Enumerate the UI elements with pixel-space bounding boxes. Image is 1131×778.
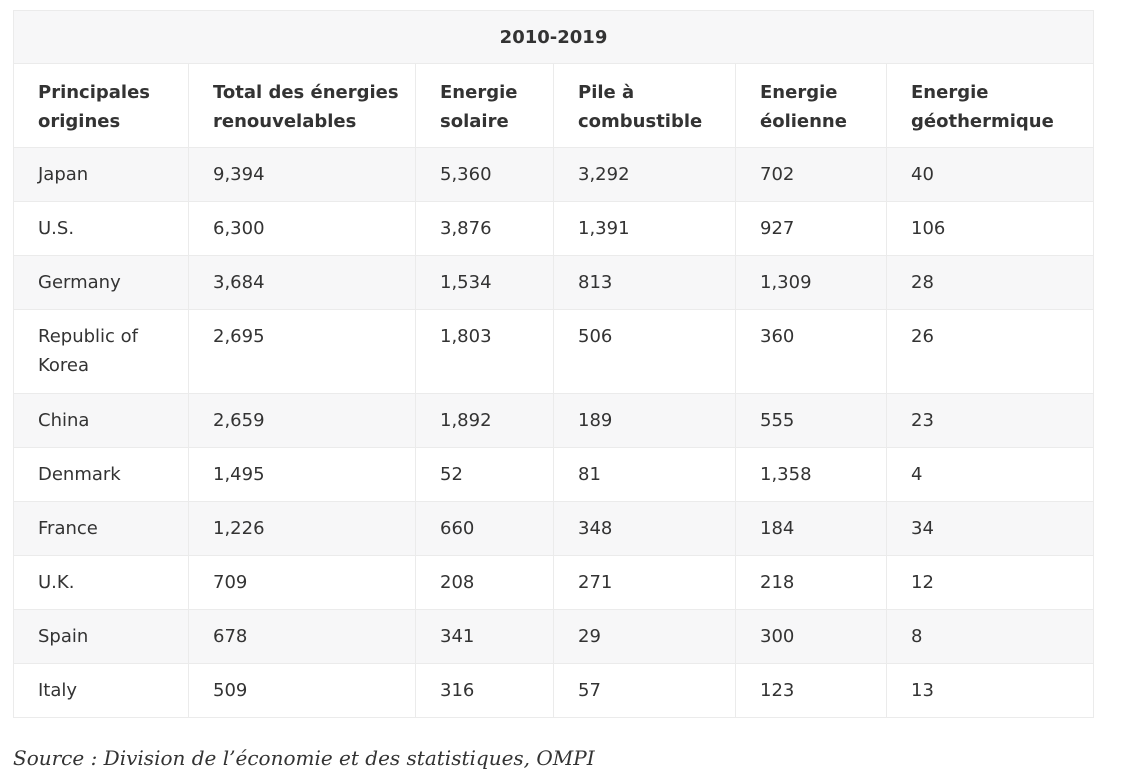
fuel-cell-cell: 271: [553, 555, 736, 610]
solar-cell: 5,360: [415, 147, 554, 202]
table-row: U.S. 6,300 3,876 1,391 927 106: [13, 201, 1095, 256]
data-table-container: 2010-2019 Principales origines Total des…: [12, 10, 1095, 718]
wind-cell: 184: [735, 501, 887, 556]
table-row: Spain 678 341 29 300 8: [13, 609, 1095, 664]
column-header-fuel-cell: Pile à combustible: [553, 63, 736, 148]
table-row: Italy 509 316 57 123 13: [13, 663, 1095, 718]
fuel-cell-cell: 81: [553, 447, 736, 502]
country-cell: Republic of Korea: [13, 309, 189, 394]
geothermal-cell: 23: [885, 393, 1095, 448]
total-cell: 678: [188, 609, 416, 664]
period-header: 2010-2019: [12, 10, 1095, 64]
table-row: Republic of Korea 2,695 1,803 506 360 26: [13, 309, 1095, 394]
total-cell: 2,695: [188, 309, 416, 394]
solar-cell: 1,892: [415, 393, 554, 448]
solar-cell: 316: [415, 663, 554, 718]
table-row: Denmark 1,495 52 81 1,358 4: [13, 447, 1095, 502]
total-cell: 2,659: [188, 393, 416, 448]
country-cell: Spain: [13, 609, 189, 664]
wind-cell: 1,358: [735, 447, 887, 502]
column-header-geothermal: Energie géothermique: [885, 63, 1095, 148]
geothermal-cell: 13: [885, 663, 1095, 718]
column-header-solar: Energie solaire: [415, 63, 554, 148]
solar-cell: 52: [415, 447, 554, 502]
total-cell: 3,684: [188, 255, 416, 310]
wind-cell: 927: [735, 201, 887, 256]
country-cell: China: [13, 393, 189, 448]
solar-cell: 341: [415, 609, 554, 664]
total-cell: 509: [188, 663, 416, 718]
country-cell: U.S.: [13, 201, 189, 256]
solar-cell: 660: [415, 501, 554, 556]
wind-cell: 555: [735, 393, 887, 448]
country-cell: France: [13, 501, 189, 556]
solar-cell: 1,534: [415, 255, 554, 310]
fuel-cell-cell: 348: [553, 501, 736, 556]
fuel-cell-cell: 3,292: [553, 147, 736, 202]
wind-cell: 218: [735, 555, 887, 610]
wind-cell: 1,309: [735, 255, 887, 310]
fuel-cell-cell: 29: [553, 609, 736, 664]
table-row: Japan 9,394 5,360 3,292 702 40: [13, 147, 1095, 202]
total-cell: 1,226: [188, 501, 416, 556]
total-cell: 1,495: [188, 447, 416, 502]
geothermal-cell: 40: [885, 147, 1095, 202]
solar-cell: 1,803: [415, 309, 554, 394]
total-cell: 9,394: [188, 147, 416, 202]
solar-cell: 208: [415, 555, 554, 610]
geothermal-cell: 34: [885, 501, 1095, 556]
wind-cell: 360: [735, 309, 887, 394]
renewable-energy-table: 2010-2019 Principales origines Total des…: [12, 10, 1095, 718]
fuel-cell-cell: 1,391: [553, 201, 736, 256]
geothermal-cell: 26: [885, 309, 1095, 394]
geothermal-cell: 4: [885, 447, 1095, 502]
country-cell: Denmark: [13, 447, 189, 502]
total-cell: 6,300: [188, 201, 416, 256]
solar-cell: 3,876: [415, 201, 554, 256]
wind-cell: 702: [735, 147, 887, 202]
fuel-cell-cell: 189: [553, 393, 736, 448]
wind-cell: 123: [735, 663, 887, 718]
column-header-row: Principales origines Total des énergies …: [13, 63, 1095, 148]
country-cell: Germany: [13, 255, 189, 310]
geothermal-cell: 12: [885, 555, 1095, 610]
geothermal-cell: 28: [885, 255, 1095, 310]
total-cell: 709: [188, 555, 416, 610]
column-header-origins: Principales origines: [13, 63, 189, 148]
table-row: China 2,659 1,892 189 555 23: [13, 393, 1095, 448]
period-header-row: 2010-2019: [12, 10, 1095, 64]
geothermal-cell: 106: [885, 201, 1095, 256]
table-row: U.K. 709 208 271 218 12: [13, 555, 1095, 610]
fuel-cell-cell: 813: [553, 255, 736, 310]
geothermal-cell: 8: [885, 609, 1095, 664]
column-header-total: Total des énergies renouvelables: [188, 63, 416, 148]
country-cell: Japan: [13, 147, 189, 202]
country-cell: U.K.: [13, 555, 189, 610]
column-header-wind: Energie éolienne: [735, 63, 887, 148]
table-row: Germany 3,684 1,534 813 1,309 28: [13, 255, 1095, 310]
table-row: France 1,226 660 348 184 34: [13, 501, 1095, 556]
country-cell: Italy: [13, 663, 189, 718]
fuel-cell-cell: 57: [553, 663, 736, 718]
fuel-cell-cell: 506: [553, 309, 736, 394]
wind-cell: 300: [735, 609, 887, 664]
source-caption: Source : Division de l’économie et des s…: [13, 746, 595, 770]
